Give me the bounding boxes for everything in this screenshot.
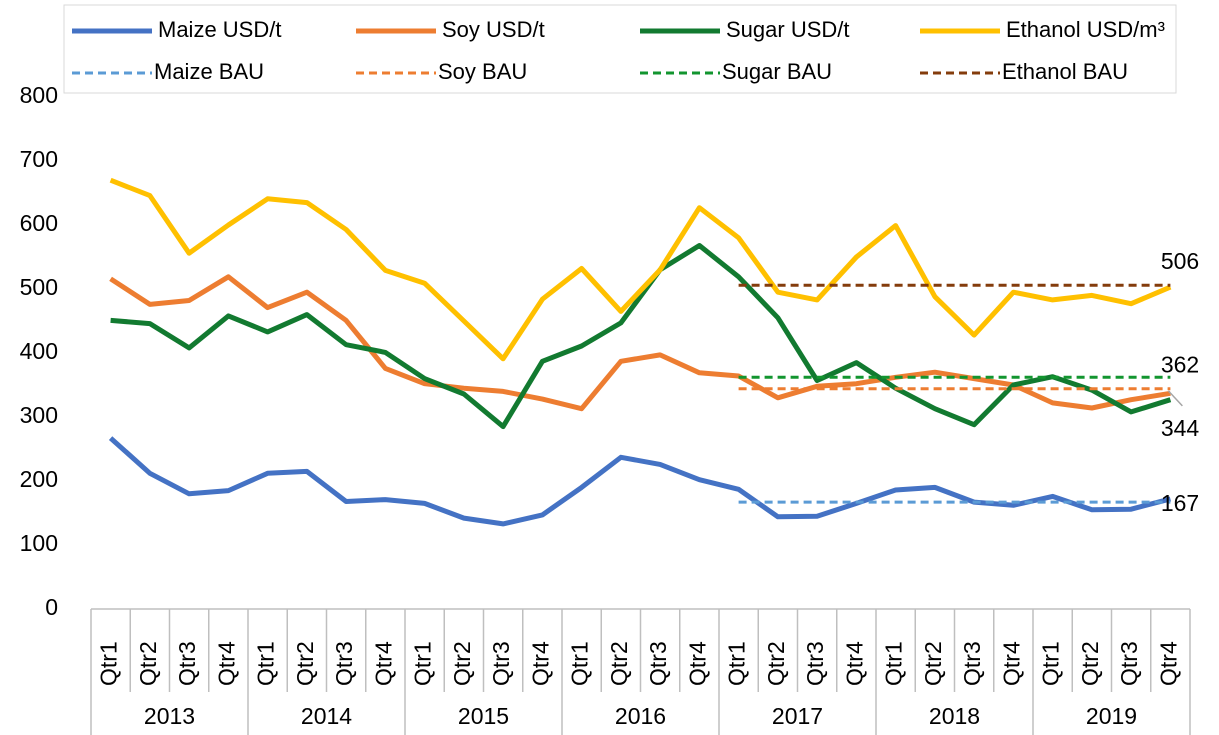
data-label: 344 xyxy=(1161,415,1200,441)
legend-label: Sugar BAU xyxy=(722,59,832,84)
series-line xyxy=(109,274,1171,412)
x-tick-label: Qtr4 xyxy=(998,641,1024,686)
x-tick-label: Qtr1 xyxy=(567,641,593,686)
x-tick-label: Qtr4 xyxy=(684,641,710,686)
x-group-label: 2015 xyxy=(458,703,509,729)
x-group-label: 2016 xyxy=(615,703,666,729)
x-tick-label: Qtr3 xyxy=(959,641,985,686)
x-group-label: 2018 xyxy=(929,703,980,729)
x-tick-label: Qtr4 xyxy=(527,641,553,686)
x-group-label: 2017 xyxy=(772,703,823,729)
y-tick-label: 0 xyxy=(45,594,58,620)
legend-label: Soy USD/t xyxy=(442,17,545,42)
x-tick-label: Qtr1 xyxy=(1038,641,1064,686)
legend-label: Sugar USD/t xyxy=(726,17,850,42)
legend-label: Ethanol USD/m³ xyxy=(1006,17,1165,42)
x-tick-label: Qtr1 xyxy=(410,641,436,686)
x-group-label: 2019 xyxy=(1086,703,1137,729)
y-tick-label: 600 xyxy=(20,210,58,236)
legend: Maize USD/t Soy USD/t Sugar USD/t Ethanol U… xyxy=(72,17,1165,84)
x-tick-label: Qtr1 xyxy=(96,641,122,686)
x-group-label: 2014 xyxy=(301,703,352,729)
legend-box xyxy=(63,4,1177,94)
x-tick-label: Qtr3 xyxy=(174,641,200,686)
legend-label: Maize USD/t xyxy=(158,17,281,42)
y-tick-label: 400 xyxy=(20,338,58,364)
y-tick-label: 300 xyxy=(20,402,58,428)
x-tick-label: Qtr4 xyxy=(213,641,239,686)
x-tick-label: Qtr4 xyxy=(841,641,867,686)
x-tick-label: Qtr2 xyxy=(1077,641,1103,686)
series-line xyxy=(109,177,1172,362)
series-line xyxy=(108,436,1172,527)
x-tick-label: Qtr1 xyxy=(881,641,907,686)
series-line xyxy=(110,243,1172,430)
data-label: 362 xyxy=(1161,351,1199,377)
x-tick-label: Qtr4 xyxy=(1155,641,1181,686)
y-tick-label: 100 xyxy=(20,530,58,556)
x-tick-label: Qtr2 xyxy=(449,641,475,686)
leader-line xyxy=(1167,390,1183,407)
legend-label: Ethanol BAU xyxy=(1002,59,1128,84)
x-tick-label: Qtr2 xyxy=(135,641,161,686)
x-tick-label: Qtr2 xyxy=(292,641,318,686)
x-tick-label: Qtr4 xyxy=(370,641,396,686)
x-tick-label: Qtr2 xyxy=(763,641,789,686)
x-tick-label: Qtr3 xyxy=(1116,641,1142,686)
x-tick-label: Qtr3 xyxy=(488,641,514,686)
x-tick-label: Qtr2 xyxy=(920,641,946,686)
x-tick-label: Qtr1 xyxy=(253,641,279,686)
legend-label: Soy BAU xyxy=(438,59,527,84)
y-tick-label: 800 xyxy=(20,82,58,108)
data-label: 167 xyxy=(1161,490,1199,516)
x-tick-label: Qtr3 xyxy=(331,641,357,686)
x-tick-label: Qtr3 xyxy=(645,641,671,686)
x-tick-label: Qtr1 xyxy=(724,641,750,686)
y-tick-label: 500 xyxy=(20,274,58,300)
y-tick-label: 200 xyxy=(20,466,58,492)
data-label: 506 xyxy=(1161,248,1199,274)
y-tick-label: 700 xyxy=(20,146,58,172)
legend-label: Maize BAU xyxy=(154,59,264,84)
x-tick-label: Qtr3 xyxy=(802,641,828,686)
x-group-label: 2013 xyxy=(144,703,195,729)
x-tick-label: Qtr2 xyxy=(606,641,632,686)
